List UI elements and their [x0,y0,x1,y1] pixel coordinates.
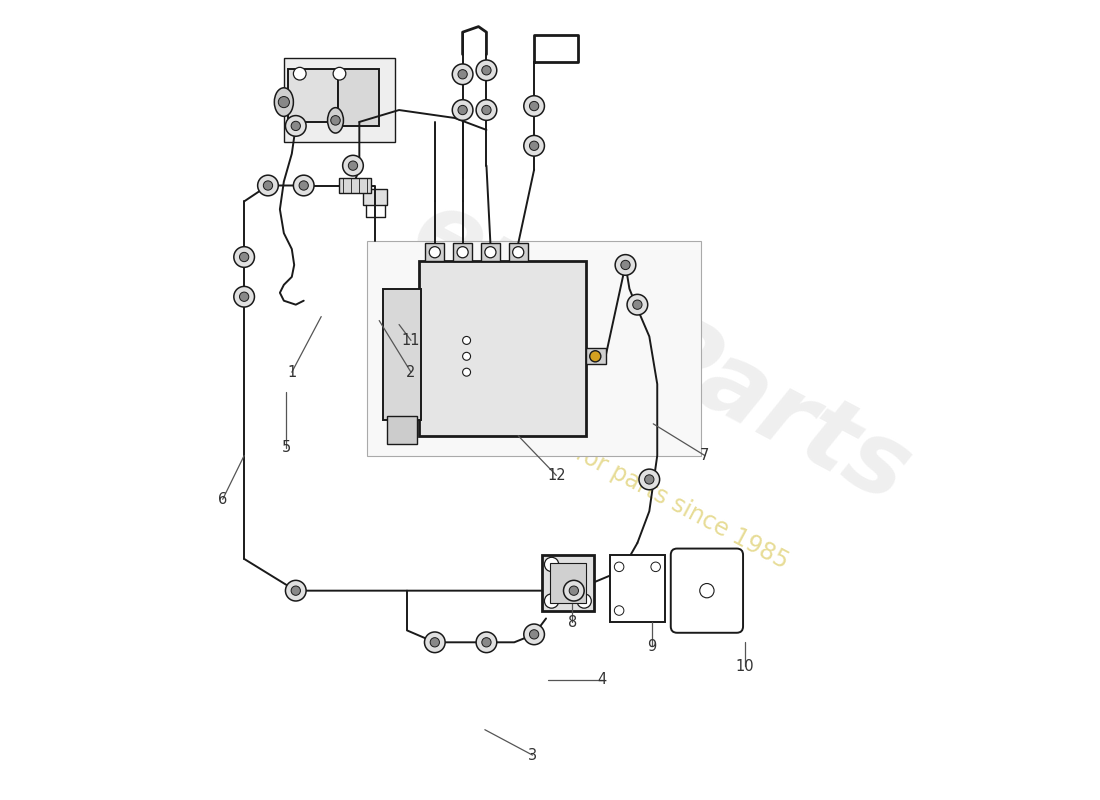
Circle shape [614,562,624,571]
Circle shape [578,594,592,608]
Circle shape [482,638,491,647]
Circle shape [430,638,440,647]
Circle shape [524,624,544,645]
Text: 10: 10 [735,658,754,674]
Circle shape [544,558,559,571]
Text: 3: 3 [528,748,537,762]
Circle shape [620,260,630,270]
Circle shape [476,60,497,81]
Circle shape [485,246,496,258]
Circle shape [257,175,278,196]
Circle shape [524,96,544,116]
Circle shape [240,292,249,302]
Circle shape [429,246,440,258]
Ellipse shape [328,108,343,133]
Circle shape [278,97,289,108]
Text: euroParts: euroParts [396,181,926,524]
Circle shape [590,350,601,362]
Circle shape [632,300,642,310]
Text: 5: 5 [282,440,290,455]
Circle shape [234,286,254,307]
Circle shape [700,583,714,598]
Text: 4: 4 [597,672,606,687]
Circle shape [513,246,524,258]
Circle shape [234,246,254,267]
Circle shape [529,102,539,110]
Circle shape [639,469,660,490]
FancyBboxPatch shape [671,549,744,633]
Bar [338,70,379,126]
Text: 8: 8 [568,615,576,630]
Bar [340,178,372,194]
Text: 1: 1 [287,365,296,380]
Circle shape [292,122,300,130]
Text: 2: 2 [406,365,416,380]
Circle shape [645,474,654,484]
Circle shape [529,141,539,150]
Circle shape [349,161,358,170]
Circle shape [331,115,340,125]
Text: 11: 11 [402,333,420,348]
Bar [542,555,594,610]
Circle shape [529,630,539,639]
Circle shape [615,254,636,275]
Circle shape [463,337,471,344]
Bar [383,289,421,420]
Bar [453,243,472,261]
Ellipse shape [274,88,294,116]
Circle shape [343,155,363,176]
Circle shape [294,175,315,196]
Bar [609,555,666,622]
Circle shape [544,594,559,608]
Circle shape [651,562,660,571]
Text: 9: 9 [647,638,657,654]
Circle shape [240,252,249,262]
Circle shape [458,106,468,114]
Circle shape [292,586,300,595]
Bar [367,241,701,456]
Circle shape [458,70,468,79]
Circle shape [463,352,471,360]
Circle shape [333,67,345,80]
Circle shape [476,100,497,120]
Circle shape [614,606,624,615]
Circle shape [563,580,584,601]
Text: 6: 6 [218,492,228,507]
Circle shape [627,294,648,315]
Bar [586,348,606,364]
Bar [284,58,395,142]
Text: a passion for parts since 1985: a passion for parts since 1985 [466,385,793,574]
Circle shape [482,106,491,114]
Circle shape [425,632,446,653]
Text: 7: 7 [701,448,710,463]
Circle shape [482,66,491,75]
Text: 12: 12 [547,468,565,483]
Bar [481,243,499,261]
Circle shape [452,100,473,120]
Bar [288,69,338,122]
Circle shape [524,135,544,156]
Circle shape [458,246,469,258]
Circle shape [286,115,306,136]
Bar [387,416,417,444]
Bar [363,190,387,206]
Bar [550,563,585,602]
Bar [426,243,444,261]
Bar [419,261,586,436]
Circle shape [569,586,579,595]
Circle shape [263,181,273,190]
Circle shape [294,67,306,80]
Circle shape [299,181,308,190]
Bar [508,243,528,261]
Circle shape [286,580,306,601]
Circle shape [463,368,471,376]
Circle shape [476,632,497,653]
Circle shape [452,64,473,85]
